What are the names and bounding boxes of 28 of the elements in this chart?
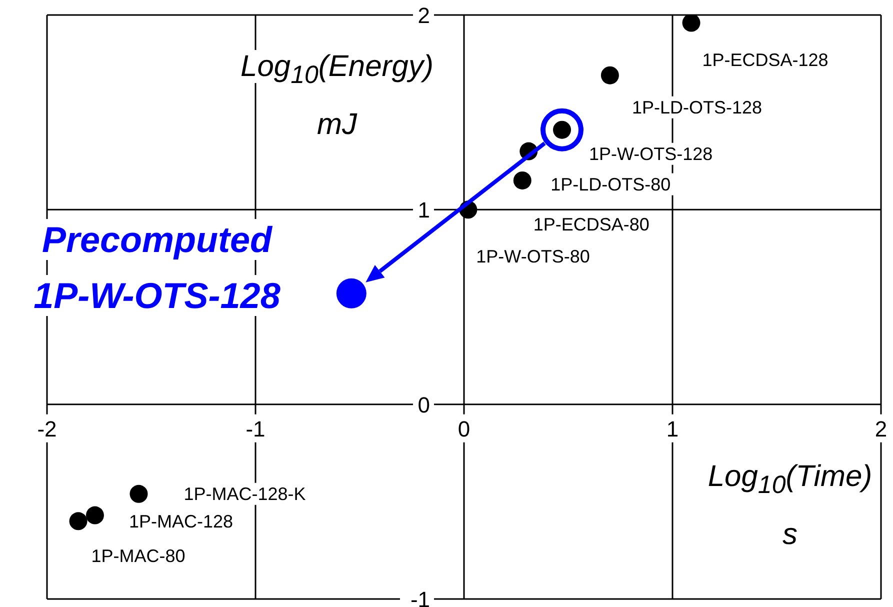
- y-tick-label: 0: [418, 392, 430, 418]
- point: [336, 278, 366, 308]
- y-axis-title: Log$_{10}$(Energy) mJ: [240, 50, 434, 141]
- x-tick-label: 1: [666, 416, 679, 442]
- point: [600, 66, 619, 84]
- point: [513, 171, 532, 190]
- annotation: 1P-ECDSA-128: [702, 50, 828, 70]
- annotation: 1P-MAC-128-K: [184, 484, 306, 504]
- x-tick-label: 0: [458, 416, 470, 442]
- annotation: 1P-LD-OTS-80: [550, 174, 671, 194]
- x-tick-label: -1: [246, 416, 266, 442]
- y-tick-label: 1: [418, 198, 430, 223]
- legend-label: Precomputed 1P-W-OTS-128: [34, 219, 280, 316]
- annotation: 1P-MAC-128: [128, 511, 233, 532]
- annotation: 1P-MAC-80: [91, 546, 186, 566]
- x-axis-title: Log$_{10}$(Time) s: [708, 460, 872, 551]
- x-tick-label: 2: [874, 416, 888, 442]
- x-tick-label: -2: [37, 416, 57, 442]
- y-tick-label: 2: [418, 3, 430, 28]
- point: [130, 484, 148, 503]
- annotation: 1P-LD-OTS-128: [632, 97, 762, 118]
- annotation: 1P-ECDSA-80: [533, 214, 650, 234]
- y-tick-label: -1: [410, 587, 430, 607]
- annotation: 1P-W-OTS-128: [588, 144, 713, 164]
- point: [682, 15, 700, 32]
- point: [86, 506, 104, 524]
- annotation: 1P-W-OTS-80: [476, 246, 590, 267]
- point: [69, 512, 88, 530]
